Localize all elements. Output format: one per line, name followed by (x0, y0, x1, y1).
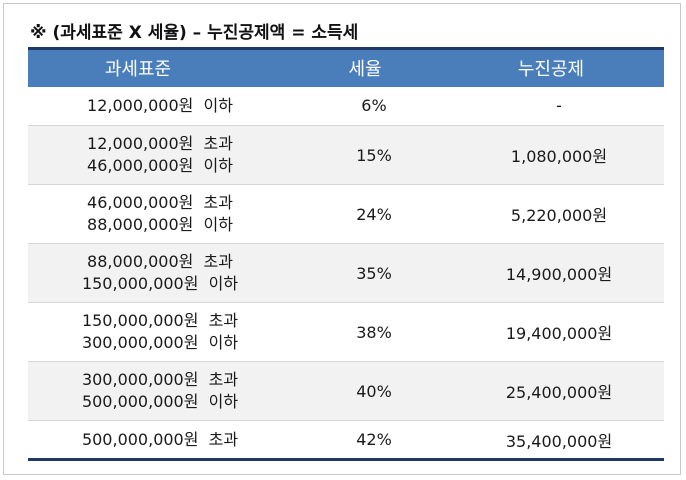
header-tax-base: 과세표준 (104, 59, 172, 81)
header-progressive-deduction: 누진공제 (517, 59, 585, 81)
tax-base-line: 88,000,000원 초과 (87, 252, 233, 271)
tax-base-line: 12,000,000원 초과 (87, 134, 233, 153)
table-row: 46,000,000원 초과 88,000,000원 이하 24% 5,220,… (28, 184, 664, 244)
tax-base-cell: 46,000,000원 초과 88,000,000원 이하 (28, 184, 292, 244)
tax-rate-cell: 40% (292, 361, 438, 421)
tax-base-line: 500,000,000원 이하 (81, 392, 239, 411)
table-header-row: 과세표준 세율 누진공제 (28, 48, 664, 87)
table-row: 12,000,000원 이하 6% - (28, 86, 664, 126)
tax-base-cell: 12,000,000원 초과 46,000,000원 이하 (28, 125, 292, 185)
tax-base-cell: 500,000,000원 초과 (28, 420, 292, 461)
tax-base-line: 150,000,000원 이하 (81, 274, 239, 293)
tax-rate-cell: 6% (292, 86, 438, 126)
tax-base-line: 12,000,000원 이하 (87, 95, 233, 115)
deduction-cell: - (438, 86, 664, 126)
table-row: 150,000,000원 초과 300,000,000원 이하 38% 19,4… (28, 302, 664, 362)
tax-rate-cell: 15% (292, 125, 438, 185)
deduction-cell: 35,400,000원 (438, 420, 664, 461)
deduction-cell: 19,400,000원 (438, 302, 664, 362)
header-tax-rate: 세율 (348, 59, 382, 81)
deduction-cell: 25,400,000원 (438, 361, 664, 421)
tax-base-line: 46,000,000원 이하 (87, 156, 233, 175)
tax-base-cell: 12,000,000원 이하 (28, 86, 292, 126)
tax-base-line: 300,000,000원 이하 (81, 333, 239, 352)
tax-base-line: 300,000,000원 초과 (81, 370, 239, 389)
tax-base-cell: 88,000,000원 초과 150,000,000원 이하 (28, 243, 292, 303)
table-row: 88,000,000원 초과 150,000,000원 이하 35% 14,90… (28, 243, 664, 303)
deduction-cell: 14,900,000원 (438, 243, 664, 303)
tax-base-cell: 150,000,000원 초과 300,000,000원 이하 (28, 302, 292, 362)
tax-base-line: 500,000,000원 초과 (81, 429, 239, 449)
tax-rate-cell: 38% (292, 302, 438, 362)
tax-base-line: 150,000,000원 초과 (81, 311, 239, 330)
tax-base-line: 46,000,000원 초과 (87, 193, 233, 212)
tax-rate-cell: 42% (292, 420, 438, 461)
tax-rate-cell: 35% (292, 243, 438, 303)
deduction-cell: 5,220,000원 (438, 184, 664, 244)
tax-rate-cell: 24% (292, 184, 438, 244)
table-row: 300,000,000원 초과 500,000,000원 이하 40% 25,4… (28, 361, 664, 421)
document-frame: ※ (과세표준 X 세율) – 누진공제액 = 소득세 과세표준 세율 누진공제… (3, 3, 681, 475)
tax-base-line: 88,000,000원 이하 (87, 215, 233, 234)
table-row: 12,000,000원 초과 46,000,000원 이하 15% 1,080,… (28, 125, 664, 185)
deduction-cell: 1,080,000원 (438, 125, 664, 185)
tax-base-cell: 300,000,000원 초과 500,000,000원 이하 (28, 361, 292, 421)
tax-rate-table: 과세표준 세율 누진공제 12,000,000원 이하 6% - 12,000,… (28, 47, 664, 461)
table-row: 500,000,000원 초과 42% 35,400,000원 (28, 420, 664, 461)
formula-title: ※ (과세표준 X 세율) – 누진공제액 = 소득세 (30, 23, 359, 43)
